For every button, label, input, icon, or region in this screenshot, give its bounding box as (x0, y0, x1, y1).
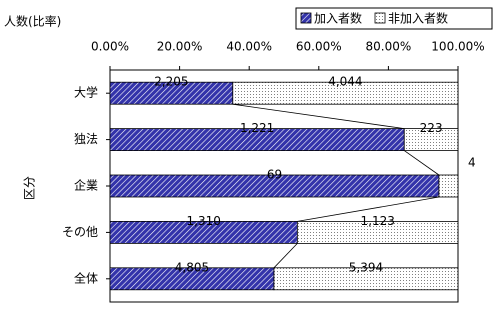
x-tick-label: 100.00% (431, 40, 484, 54)
legend-label: 加入者数 (314, 11, 362, 26)
data-label: 4,044 (328, 75, 362, 89)
series-line (297, 196, 439, 222)
data-label: 1,221 (240, 121, 274, 135)
bar-segment (273, 267, 459, 291)
data-label: 69 (267, 168, 282, 182)
bar-segment (232, 81, 459, 105)
data-label: 1,123 (361, 214, 395, 228)
y-axis-title: 区分 (23, 176, 37, 200)
legend-box (295, 7, 493, 30)
bar-segment (438, 174, 459, 198)
y-tick-label: 大学 (74, 85, 98, 100)
data-label: 5,394 (349, 260, 383, 274)
x-axis-title: 人数(比率) (4, 14, 61, 29)
legend-swatch (300, 12, 312, 24)
y-tick-label: 独法 (74, 132, 98, 146)
x-tick-label: 20.00% (157, 40, 203, 54)
series-line (404, 150, 440, 176)
series-line (273, 243, 298, 269)
y-tick-label: その他 (62, 225, 98, 239)
data-label: 4 (468, 156, 476, 170)
x-tick-label: 80.00% (366, 40, 412, 54)
x-tick-label: 0.00% (91, 40, 129, 54)
series-line (232, 103, 405, 129)
data-label: 2,205 (154, 75, 188, 89)
x-tick-label: 60.00% (296, 40, 342, 54)
bar-segment (403, 128, 459, 152)
y-tick-label: 全体 (74, 270, 98, 285)
data-label: 1,310 (187, 214, 221, 228)
legend-swatch (374, 12, 386, 24)
data-label: 223 (420, 121, 443, 135)
legend-label: 非加入者数 (388, 11, 448, 26)
x-tick-label: 40.00% (226, 40, 272, 54)
data-label: 4,805 (175, 260, 209, 274)
bar-segment (296, 220, 459, 244)
y-tick-label: 企業 (74, 178, 98, 193)
